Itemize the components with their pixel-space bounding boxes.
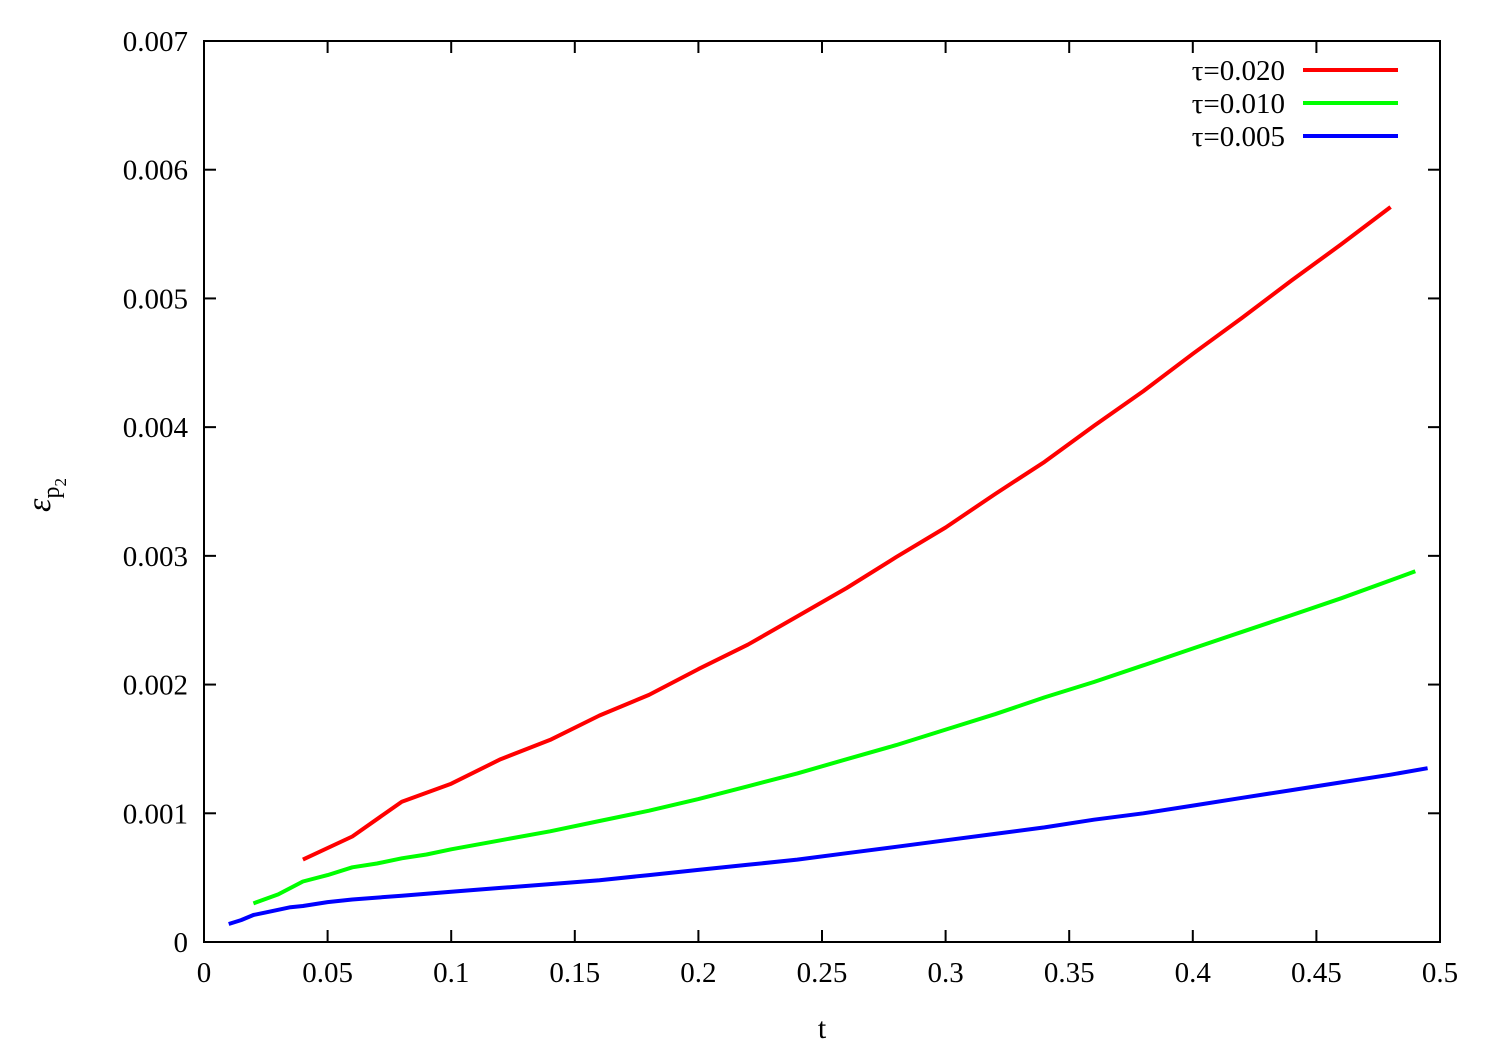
x-tick-label: 0.45	[1291, 957, 1342, 989]
y-tick-label: 0.001	[123, 798, 188, 830]
x-axis-ticks: 0 0.05 0.1 0.15 0.2 0.25 0.3 0.35 0.4 0.45 0.5	[197, 41, 1458, 989]
svg-text:εp2: εp2	[21, 478, 70, 512]
x-tick-label: 0.1	[433, 957, 469, 989]
y-tick-label: 0.002	[123, 670, 188, 702]
legend-label: τ=0.010	[1192, 88, 1285, 120]
x-tick-label: 0.2	[680, 957, 716, 989]
y-tick-label: 0.003	[123, 541, 188, 573]
x-tick-label: 0.4	[1175, 957, 1212, 989]
y-tick-label: 0.007	[123, 26, 188, 58]
x-tick-label: 0.05	[302, 957, 353, 989]
y-axis-title-subscript: p	[39, 487, 65, 499]
y-axis-title: εp2	[21, 478, 70, 512]
x-tick-label: 0.15	[549, 957, 600, 989]
plot-frame	[203, 40, 1441, 943]
x-tick-label: 0	[197, 957, 212, 989]
x-tick-label: 0.25	[797, 957, 848, 989]
y-tick-label: 0.004	[123, 412, 189, 444]
y-tick-label: 0.005	[123, 283, 188, 315]
y-tick-label: 0	[174, 927, 189, 959]
x-tick-label: 0.3	[927, 957, 963, 989]
series-line	[252, 569, 1416, 906]
y-axis-title-symbol: ε	[21, 498, 58, 512]
y-axis-ticks: 0 0.001 0.002 0.003 0.004 0.005 0.006 0.007	[123, 26, 1440, 959]
y-tick-label: 0.006	[123, 155, 188, 187]
legend-label: τ=0.005	[1192, 121, 1285, 153]
x-tick-label: 0.5	[1422, 957, 1458, 989]
legend-label: τ=0.020	[1192, 55, 1285, 87]
series-lines	[228, 205, 1428, 926]
x-axis-title: t	[818, 1012, 827, 1045]
y-axis-title-subsubscript: 2	[51, 478, 70, 487]
series-line	[228, 766, 1428, 926]
series-line	[302, 205, 1392, 862]
x-tick-label: 0.35	[1044, 957, 1095, 989]
